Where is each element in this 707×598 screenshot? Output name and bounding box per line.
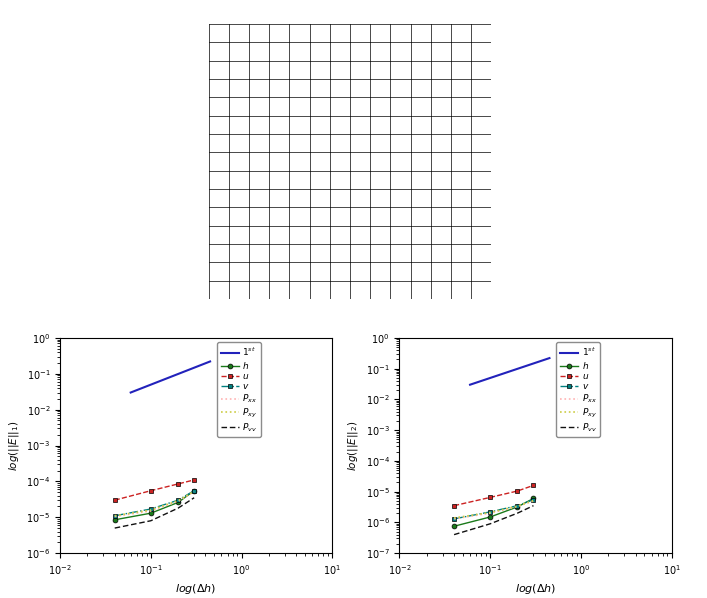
$h$ [486,514,494,521]
$u$ [174,480,182,487]
$u$ [513,487,522,495]
$1^{st}$ [127,389,135,396]
$P_{vv}$ [486,520,494,527]
Legend: $1^{st}$, $h$, $u$, $v$, $P_{xx}$, $P_{xy}$, $P_{vv}$: $1^{st}$, $h$, $u$, $v$, $P_{xx}$, $P_{x… [556,343,600,437]
$P_{xy}$ [530,497,538,504]
$P_{xy}$ [513,502,522,509]
Y-axis label: $log(||E||_1)$: $log(||E||_1)$ [6,420,21,471]
$P_{xx}$ [530,498,538,505]
$P_{vv}$ [190,494,199,501]
$h$ [190,487,199,495]
$P_{xy}$ [190,488,199,495]
$P_{xy}$ [146,507,155,514]
Line: $1^{st}$: $1^{st}$ [470,358,549,385]
Line: $h$: $h$ [452,496,536,529]
$u$ [486,494,494,501]
Line: $P_{xy}$: $P_{xy}$ [115,492,194,516]
$P_{xy}$ [486,509,494,516]
$P_{xx}$ [190,488,199,495]
$h$ [110,516,119,523]
Line: $v$: $v$ [452,497,536,521]
$P_{xy}$ [110,512,119,520]
X-axis label: $log(\Delta h)$: $log(\Delta h)$ [175,582,217,596]
$P_{vv}$ [513,509,522,517]
Line: $P_{vv}$: $P_{vv}$ [115,498,194,528]
Line: $v$: $v$ [112,489,197,518]
$P_{xx}$ [513,503,522,510]
$1^{st}$ [545,355,554,362]
$P_{xx}$ [146,507,155,514]
Line: $u$: $u$ [112,477,197,502]
Line: $P_{xy}$: $P_{xy}$ [454,501,534,518]
$P_{vv}$ [530,502,538,509]
$1^{st}$ [466,381,474,388]
$v$ [513,502,522,509]
$P_{vv}$ [450,531,458,538]
$P_{xy}$ [174,497,182,504]
Line: $P_{vv}$: $P_{vv}$ [454,506,534,535]
$v$ [174,496,182,504]
$v$ [450,515,458,523]
$1^{st}$ [206,358,214,365]
Line: $u$: $u$ [452,483,536,508]
$u$ [190,477,199,484]
Y-axis label: $log(||E||_2)$: $log(||E||_2)$ [346,420,360,471]
Line: $h$: $h$ [112,489,197,522]
$v$ [146,505,155,512]
Legend: $1^{st}$, $h$, $u$, $v$, $P_{xx}$, $P_{xy}$, $P_{vv}$: $1^{st}$, $h$, $u$, $v$, $P_{xx}$, $P_{x… [217,343,261,437]
Line: $P_{xx}$: $P_{xx}$ [115,492,194,517]
$P_{vv}$ [146,517,155,524]
$v$ [190,487,199,495]
$h$ [174,499,182,506]
$P_{xx}$ [174,498,182,505]
$P_{xx}$ [486,509,494,517]
$P_{xy}$ [450,514,458,521]
Line: $1^{st}$: $1^{st}$ [131,361,210,392]
$h$ [146,509,155,517]
$h$ [450,523,458,530]
$v$ [110,512,119,520]
$P_{xx}$ [450,515,458,523]
$P_{xx}$ [110,513,119,520]
$v$ [486,508,494,515]
$v$ [530,496,538,503]
Line: $P_{xx}$: $P_{xx}$ [454,501,534,519]
$P_{vv}$ [174,505,182,512]
$h$ [513,504,522,511]
$P_{vv}$ [110,524,119,532]
$u$ [110,496,119,504]
X-axis label: $log(\Delta h)$: $log(\Delta h)$ [515,582,556,596]
$u$ [530,482,538,489]
$h$ [530,495,538,502]
$u$ [146,487,155,495]
$u$ [450,502,458,509]
